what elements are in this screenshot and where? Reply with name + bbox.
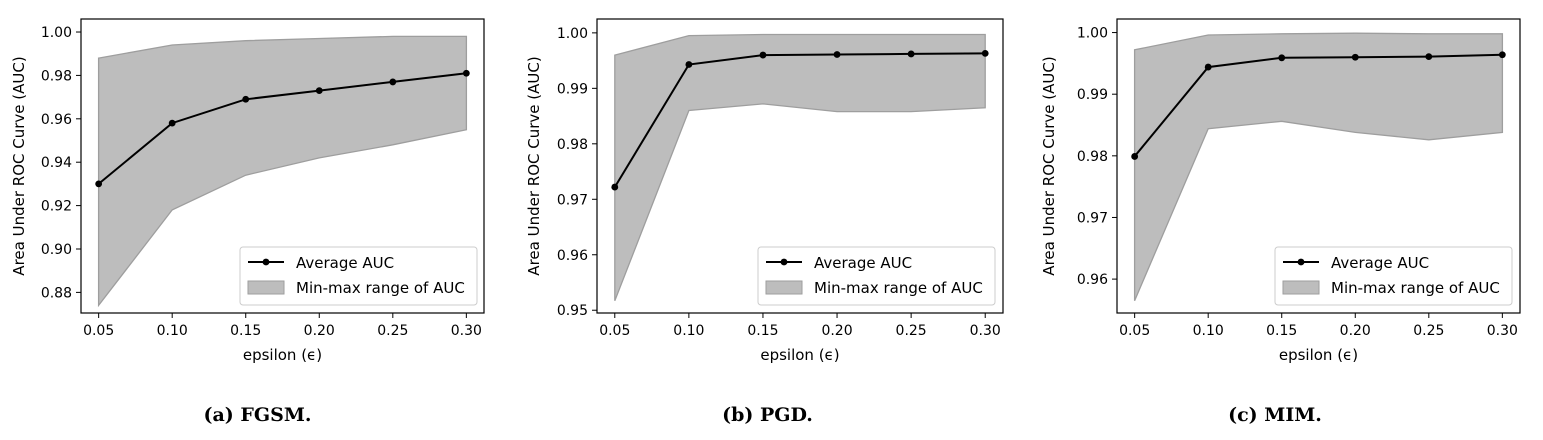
minmax-band-mim (1133, 32, 1504, 301)
y-tick-label-mim-3: 0.99 (1077, 87, 1108, 103)
legend-label-range-fgsm: Min-max range of AUC (296, 279, 465, 297)
x-tick-label-mim-4: 0.25 (1413, 323, 1444, 339)
average-auc-point-mim-1 (1204, 63, 1212, 71)
average-auc-point-fgsm-2 (242, 95, 250, 103)
legend-line-marker-fgsm (262, 258, 270, 266)
x-tick-label-fgsm-0: 0.05 (83, 323, 114, 339)
x-tick-label-fgsm-3: 0.20 (304, 323, 335, 339)
y-tick-label-fgsm-1: 0.90 (41, 242, 72, 258)
y-tick-label-mim-2: 0.98 (1077, 149, 1108, 165)
legend-label-average-mim: Average AUC (1331, 254, 1429, 272)
chart-mim: 0.05 0.10 0.15 0.20 0.25 0.30 0.96 0.97 0.98 0.99… (1040, 18, 1521, 364)
y-tick-label-fgsm-4: 0.96 (41, 112, 72, 128)
x-tick-label-fgsm-1: 0.10 (157, 323, 188, 339)
axes-frame-mim (1116, 18, 1521, 314)
legend-band-swatch-pgd (765, 280, 803, 295)
y-tick-label-fgsm-0: 0.88 (41, 285, 72, 301)
average-auc-point-pgd-3 (833, 51, 841, 58)
x-tick-label-fgsm-5: 0.30 (451, 323, 482, 339)
y-tick-label-mim-1: 0.97 (1077, 210, 1108, 226)
chart-panel-mim: 0.05 0.10 0.15 0.20 0.25 0.30 0.96 0.97 0.98 0.99… (1030, 0, 1543, 440)
chart-caption-pgd: (b) PGD. (722, 404, 813, 426)
y-axis-label-fgsm: Area Under ROC Curve (AUC) (10, 56, 28, 275)
average-auc-point-pgd-0 (611, 183, 619, 191)
average-auc-point-fgsm-4 (389, 78, 397, 86)
y-tick-label-fgsm-6: 1.00 (41, 25, 72, 41)
average-auc-line-pgd (613, 52, 986, 188)
x-tick-label-pgd-1: 0.10 (673, 323, 704, 339)
average-auc-point-pgd-1 (685, 61, 693, 68)
x-axis-label-fgsm: epsilon (ϵ) (243, 346, 322, 364)
average-auc-point-fgsm-1 (168, 119, 176, 127)
x-tick-label-pgd-0: 0.05 (599, 323, 630, 339)
y-tick-label-fgsm-5: 0.98 (41, 68, 72, 84)
axes-frame-fgsm (80, 18, 485, 314)
y-tick-label-pgd-1: 0.96 (557, 248, 588, 264)
average-auc-point-mim-4 (1425, 53, 1433, 60)
y-tick-label-fgsm-3: 0.94 (41, 155, 72, 171)
average-auc-point-pgd-4 (907, 50, 915, 58)
x-tick-label-pgd-2: 0.15 (747, 323, 778, 339)
average-auc-point-mim-2 (1278, 54, 1286, 62)
minmax-band-fgsm (97, 35, 468, 308)
legend-box-mim (1274, 246, 1513, 306)
average-auc-line-fgsm (97, 72, 467, 185)
legend-band-swatch-fgsm (247, 280, 285, 295)
average-auc-point-pgd-2 (759, 51, 767, 59)
y-tick-label-pgd-3: 0.98 (557, 137, 588, 153)
average-auc-point-pgd-5 (981, 49, 989, 57)
chart-caption-fgsm: (a) FGSM. (203, 404, 312, 426)
legend-box-pgd (757, 246, 996, 306)
x-tick-label-pgd-4: 0.25 (896, 323, 927, 339)
chart-fgsm: 0.05 0.10 0.15 0.20 0.25 0.30 0.88 0.90 0.92 0.94… (10, 18, 485, 364)
x-tick-label-fgsm-4: 0.25 (377, 323, 408, 339)
legend-line-marker-mim (1297, 258, 1305, 266)
y-tick-label-pgd-4: 0.99 (557, 81, 588, 97)
x-tick-label-mim-3: 0.20 (1340, 323, 1371, 339)
y-tick-label-mim-4: 1.00 (1077, 26, 1108, 42)
legend-label-range-mim: Min-max range of AUC (1331, 279, 1500, 297)
x-tick-label-mim-2: 0.15 (1266, 323, 1297, 339)
x-tick-label-pgd-5: 0.30 (970, 323, 1001, 339)
x-axis-label-pgd: epsilon (ϵ) (760, 346, 839, 364)
legend-label-average-fgsm: Average AUC (296, 254, 394, 272)
x-tick-label-fgsm-2: 0.15 (230, 323, 261, 339)
average-auc-point-fgsm-0 (95, 180, 103, 188)
chart-caption-mim: (c) MIM. (1228, 404, 1322, 426)
chart-panel-fgsm: 0.05 0.10 0.15 0.20 0.25 0.30 0.88 0.90 0.92 0.94… (0, 0, 515, 440)
chart-pgd: 0.05 0.10 0.15 0.20 0.25 0.30 0.95 0.96 0.97 0.98… (525, 18, 1004, 364)
legend-band-swatch-mim (1282, 280, 1320, 295)
average-auc-point-mim-3 (1351, 53, 1359, 61)
y-tick-label-mim-0: 0.96 (1077, 272, 1108, 288)
y-tick-label-fgsm-2: 0.92 (41, 199, 72, 215)
average-auc-line-mim (1133, 53, 1503, 158)
axes-frame-pgd (596, 18, 1004, 314)
x-axis-label-mim: epsilon (ϵ) (1279, 346, 1358, 364)
x-tick-label-mim-0: 0.05 (1119, 323, 1150, 339)
y-tick-label-pgd-0: 0.95 (557, 303, 588, 319)
minmax-band-pgd (614, 33, 986, 302)
legend-box-fgsm (239, 246, 478, 306)
average-auc-point-mim-0 (1131, 153, 1139, 160)
legend-label-range-pgd: Min-max range of AUC (814, 279, 983, 297)
average-auc-point-fgsm-3 (315, 87, 323, 95)
average-auc-point-mim-5 (1498, 51, 1506, 59)
x-tick-label-mim-5: 0.30 (1487, 323, 1518, 339)
x-tick-label-pgd-3: 0.20 (821, 323, 852, 339)
chart-panel-pgd: 0.05 0.10 0.15 0.20 0.25 0.30 0.95 0.96 0.97 0.98… (515, 0, 1030, 440)
x-tick-label-mim-1: 0.10 (1193, 323, 1224, 339)
legend-label-average-pgd: Average AUC (814, 254, 912, 272)
legend-line-marker-pgd (780, 258, 788, 266)
y-tick-label-pgd-2: 0.97 (557, 192, 588, 208)
y-tick-label-pgd-5: 1.00 (557, 26, 588, 42)
y-axis-label-mim: Area Under ROC Curve (AUC) (1040, 56, 1058, 275)
y-axis-label-pgd: Area Under ROC Curve (AUC) (525, 56, 543, 275)
average-auc-point-fgsm-5 (462, 69, 470, 77)
